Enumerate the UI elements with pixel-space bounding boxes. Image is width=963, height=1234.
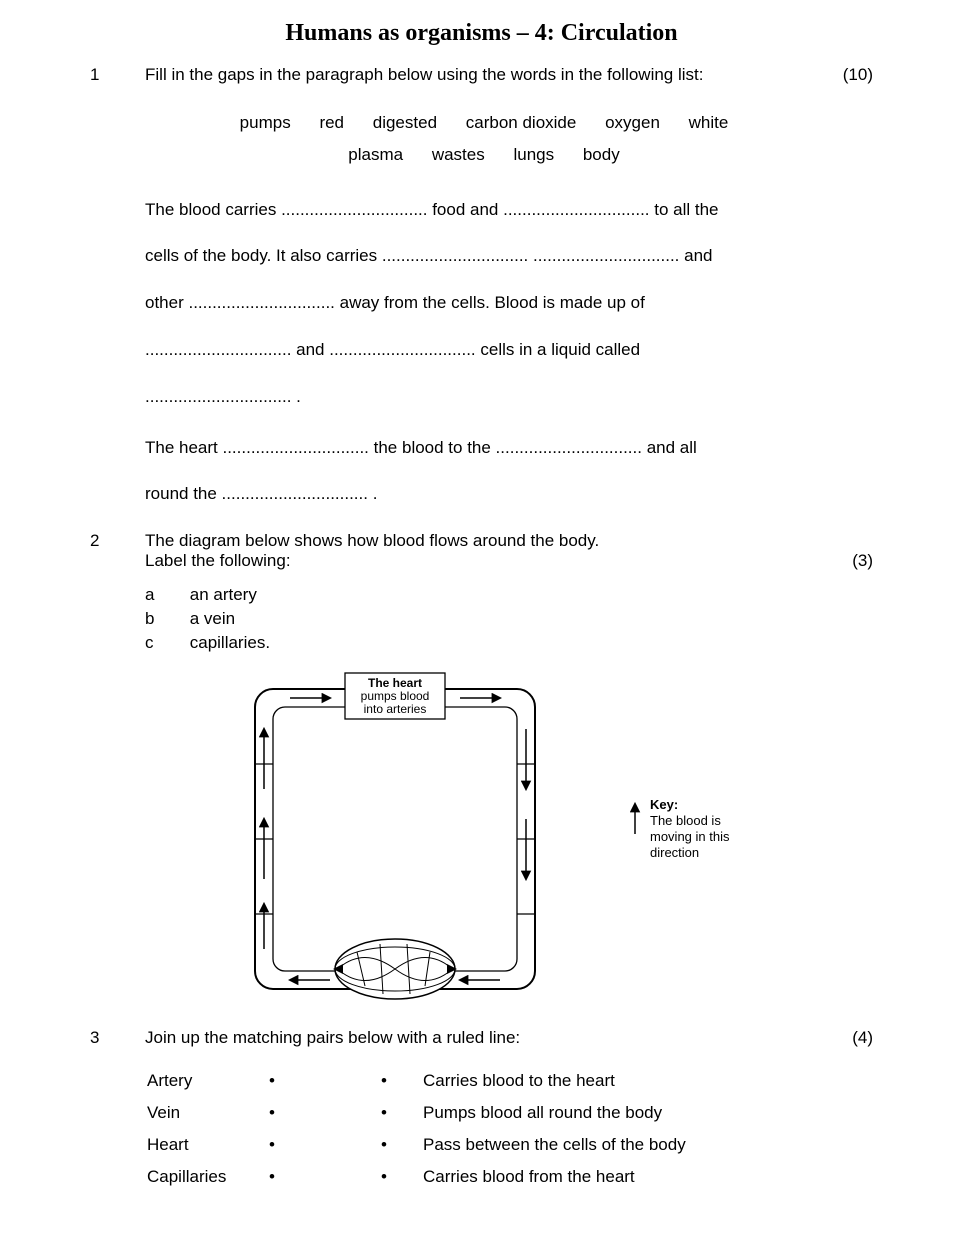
- bullet-icon: •: [269, 1130, 379, 1160]
- bullet-icon: •: [381, 1066, 421, 1096]
- match-table: Artery • • Carries blood to the heart Ve…: [145, 1064, 688, 1194]
- question-1: 1 Fill in the gaps in the paragraph belo…: [90, 65, 873, 85]
- bullet-icon: •: [381, 1162, 421, 1192]
- word-item: plasma: [348, 145, 403, 164]
- q2-item-b: b a vein: [145, 609, 823, 629]
- match-row: Capillaries • • Carries blood from the h…: [147, 1162, 686, 1192]
- q2-item-text: capillaries.: [190, 633, 270, 652]
- match-row: Heart • • Pass between the cells of the …: [147, 1130, 686, 1160]
- q1-line: ............................... and ....…: [145, 330, 823, 371]
- diagram-label-line3: into arteries: [364, 702, 427, 716]
- question-2: 2 The diagram below shows how blood flow…: [90, 531, 873, 571]
- match-right: Pumps blood all round the body: [423, 1098, 686, 1128]
- q1-line: The heart ..............................…: [145, 428, 823, 469]
- diagram-key-line1: The blood is: [650, 813, 721, 828]
- diagram-label-line1: The heart: [368, 676, 422, 690]
- match-right: Carries blood to the heart: [423, 1066, 686, 1096]
- q3-marks: (4): [823, 1028, 873, 1048]
- q3-number: 3: [90, 1028, 145, 1048]
- match-left: Vein: [147, 1098, 267, 1128]
- word-item: pumps: [240, 113, 291, 132]
- diagram-key-line3: direction: [650, 845, 699, 860]
- match-left: Heart: [147, 1130, 267, 1160]
- word-item: carbon dioxide: [466, 113, 577, 132]
- q2-item-letter: b: [145, 609, 185, 629]
- word-item: oxygen: [605, 113, 660, 132]
- bullet-icon: •: [269, 1162, 379, 1192]
- match-row: Artery • • Carries blood to the heart: [147, 1066, 686, 1096]
- q1-line: round the ..............................…: [145, 474, 823, 515]
- q1-line: ............................... .: [145, 377, 823, 418]
- q1-wordlist: pumps red digested carbon dioxide oxygen…: [145, 107, 823, 172]
- q1-number: 1: [90, 65, 145, 85]
- q2-subitems: a an artery b a vein c capillaries.: [90, 581, 873, 1024]
- q1-prompt: Fill in the gaps in the paragraph below …: [145, 65, 823, 85]
- q2-item-text: a vein: [190, 609, 235, 628]
- bullet-icon: •: [381, 1098, 421, 1128]
- word-item: white: [689, 113, 729, 132]
- worksheet-page: Humans as organisms – 4: Circulation 1 F…: [0, 0, 963, 1234]
- diagram-key-title: Key:: [650, 797, 678, 812]
- word-item: body: [583, 145, 620, 164]
- q1-line: The blood carries ......................…: [145, 190, 823, 231]
- bullet-icon: •: [269, 1098, 379, 1128]
- diagram-label-line2: pumps blood: [361, 689, 430, 703]
- q3-prompt: Join up the matching pairs below with a …: [145, 1028, 823, 1048]
- bullet-icon: •: [269, 1066, 379, 1096]
- q2-prompt-line2: Label the following:: [145, 551, 823, 571]
- q1-line: cells of the body. It also carries .....…: [145, 236, 823, 277]
- q2-diagram: The heart pumps blood into arteries: [245, 669, 823, 1014]
- q2-item-letter: a: [145, 585, 185, 605]
- q1-wordlist-row: pumps red digested carbon dioxide oxygen…: [90, 95, 873, 521]
- word-item: digested: [373, 113, 437, 132]
- q2-item-text: an artery: [190, 585, 257, 604]
- q1-marks: (10): [823, 65, 873, 85]
- match-right: Carries blood from the heart: [423, 1162, 686, 1192]
- match-left: Capillaries: [147, 1162, 267, 1192]
- q2-marks: (3): [823, 551, 873, 571]
- word-item: red: [319, 113, 344, 132]
- q2-item-letter: c: [145, 633, 185, 653]
- q2-item-a: a an artery: [145, 585, 823, 605]
- q2-number: 2: [90, 531, 145, 551]
- q1-line: other ............................... aw…: [145, 283, 823, 324]
- bullet-icon: •: [381, 1130, 421, 1160]
- q2-item-c: c capillaries.: [145, 633, 823, 653]
- diagram-key-line2: moving in this: [650, 829, 730, 844]
- word-item: lungs: [513, 145, 554, 164]
- page-title: Humans as organisms – 4: Circulation: [90, 20, 873, 47]
- circulation-diagram-svg: The heart pumps blood into arteries: [245, 669, 805, 1009]
- word-item: wastes: [432, 145, 485, 164]
- match-left: Artery: [147, 1066, 267, 1096]
- question-3: 3 Join up the matching pairs below with …: [90, 1028, 873, 1048]
- q2-prompt-line1: The diagram below shows how blood flows …: [145, 531, 823, 551]
- q3-pairs: Artery • • Carries blood to the heart Ve…: [90, 1058, 873, 1194]
- match-right: Pass between the cells of the body: [423, 1130, 686, 1160]
- match-row: Vein • • Pumps blood all round the body: [147, 1098, 686, 1128]
